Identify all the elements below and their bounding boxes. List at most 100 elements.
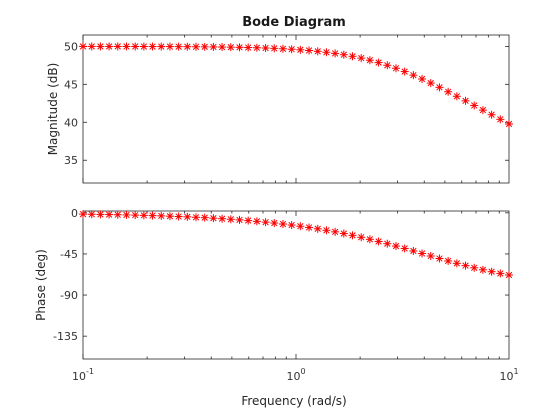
magnitude-data-point — [148, 42, 157, 51]
phase-y-tick-label: -135 — [53, 330, 78, 343]
phase-data-point — [452, 259, 461, 268]
phase-data-point — [409, 246, 418, 255]
magnitude-data-point — [79, 42, 87, 51]
phase-data-point — [331, 227, 340, 236]
phase-y-tick-label: -90 — [60, 289, 78, 302]
magnitude-markers — [79, 42, 513, 128]
phase-plot-area — [82, 210, 510, 360]
magnitude-data-point — [157, 42, 166, 51]
magnitude-y-tick-label: 40 — [64, 116, 78, 129]
phase-data-point — [165, 212, 174, 221]
magnitude-data-point — [270, 44, 279, 53]
magnitude-y-ticks: 35 40 45 50 — [64, 40, 509, 167]
phase-data-point — [139, 211, 148, 220]
phase-data-point — [496, 269, 505, 278]
magnitude-data-point — [305, 46, 314, 55]
phase-axes: 0 -45 -90 -135 Phase (deg) — [34, 207, 513, 360]
magnitude-data-point — [235, 43, 244, 52]
magnitude-data-point — [139, 42, 148, 51]
magnitude-data-point — [209, 42, 218, 51]
chart-title: Bode Diagram — [242, 15, 346, 30]
phase-data-point — [365, 235, 374, 244]
magnitude-data-point — [470, 101, 479, 110]
magnitude-data-point — [331, 49, 340, 58]
magnitude-data-point — [357, 54, 366, 63]
magnitude-data-point — [348, 52, 357, 61]
magnitude-data-point — [87, 42, 96, 51]
phase-data-point — [461, 261, 470, 270]
phase-data-point — [131, 211, 140, 220]
magnitude-axes: 35 40 45 50 Magnitude (dB) — [46, 34, 513, 184]
phase-data-point — [400, 244, 409, 253]
phase-data-point — [244, 216, 253, 225]
phase-markers — [79, 210, 513, 279]
magnitude-data-point — [435, 83, 444, 92]
magnitude-data-point — [444, 87, 453, 96]
magnitude-data-point — [496, 115, 505, 124]
phase-data-point — [505, 270, 513, 279]
magnitude-data-point — [478, 106, 487, 115]
magnitude-data-point — [122, 42, 131, 51]
magnitude-data-point — [165, 42, 174, 51]
magnitude-data-point — [339, 50, 348, 59]
magnitude-data-point — [426, 79, 435, 88]
magnitude-data-point — [113, 42, 122, 51]
phase-data-point — [218, 214, 227, 223]
magnitude-data-point — [322, 48, 331, 57]
phase-data-point — [357, 233, 366, 242]
phase-data-point — [174, 212, 183, 221]
phase-data-point — [278, 220, 287, 229]
phase-data-point — [270, 219, 279, 228]
phase-data-point — [305, 223, 314, 232]
phase-data-point — [339, 229, 348, 238]
phase-data-point — [226, 215, 235, 224]
phase-data-point — [296, 222, 305, 231]
phase-data-point — [96, 210, 105, 219]
phase-data-point — [209, 214, 218, 223]
phase-y-tick-label: 0 — [71, 207, 78, 220]
magnitude-data-point — [287, 45, 296, 54]
phase-data-point — [261, 218, 270, 227]
magnitude-y-tick-label: 35 — [64, 154, 78, 167]
magnitude-data-point — [296, 45, 305, 54]
magnitude-data-point — [452, 92, 461, 101]
magnitude-plot-area — [82, 34, 510, 184]
phase-data-point — [192, 213, 201, 222]
magnitude-data-point — [461, 96, 470, 105]
magnitude-y-label: Magnitude (dB) — [46, 63, 60, 156]
magnitude-data-point — [374, 58, 383, 67]
phase-data-point — [383, 239, 392, 248]
phase-data-point — [313, 224, 322, 233]
magnitude-data-point — [487, 110, 496, 119]
phase-data-point — [183, 212, 192, 221]
phase-data-point — [444, 256, 453, 265]
x-axis-label: Frequency (rad/s) — [241, 394, 346, 408]
phase-data-point — [391, 242, 400, 251]
phase-data-point — [435, 254, 444, 263]
magnitude-data-point — [261, 44, 270, 53]
magnitude-data-point — [96, 42, 105, 51]
magnitude-data-point — [418, 74, 427, 83]
phase-data-point — [470, 263, 479, 272]
magnitude-data-point — [174, 42, 183, 51]
phase-data-point — [87, 210, 96, 219]
phase-y-tick-label: -45 — [60, 248, 78, 261]
magnitude-data-point — [226, 43, 235, 52]
phase-data-point — [79, 210, 87, 219]
magnitude-data-point — [505, 119, 513, 128]
phase-data-point — [478, 265, 487, 274]
magnitude-data-point — [365, 56, 374, 65]
magnitude-data-point — [252, 43, 261, 52]
magnitude-data-point — [391, 64, 400, 73]
phase-data-point — [157, 211, 166, 220]
phase-data-point — [105, 210, 114, 219]
phase-data-point — [487, 267, 496, 276]
magnitude-x-ticks — [82, 35, 500, 183]
phase-data-point — [122, 210, 131, 219]
magnitude-data-point — [192, 42, 201, 51]
magnitude-data-point — [200, 42, 209, 51]
phase-data-point — [200, 213, 209, 222]
phase-data-point — [374, 237, 383, 246]
magnitude-y-tick-label: 50 — [64, 40, 78, 53]
